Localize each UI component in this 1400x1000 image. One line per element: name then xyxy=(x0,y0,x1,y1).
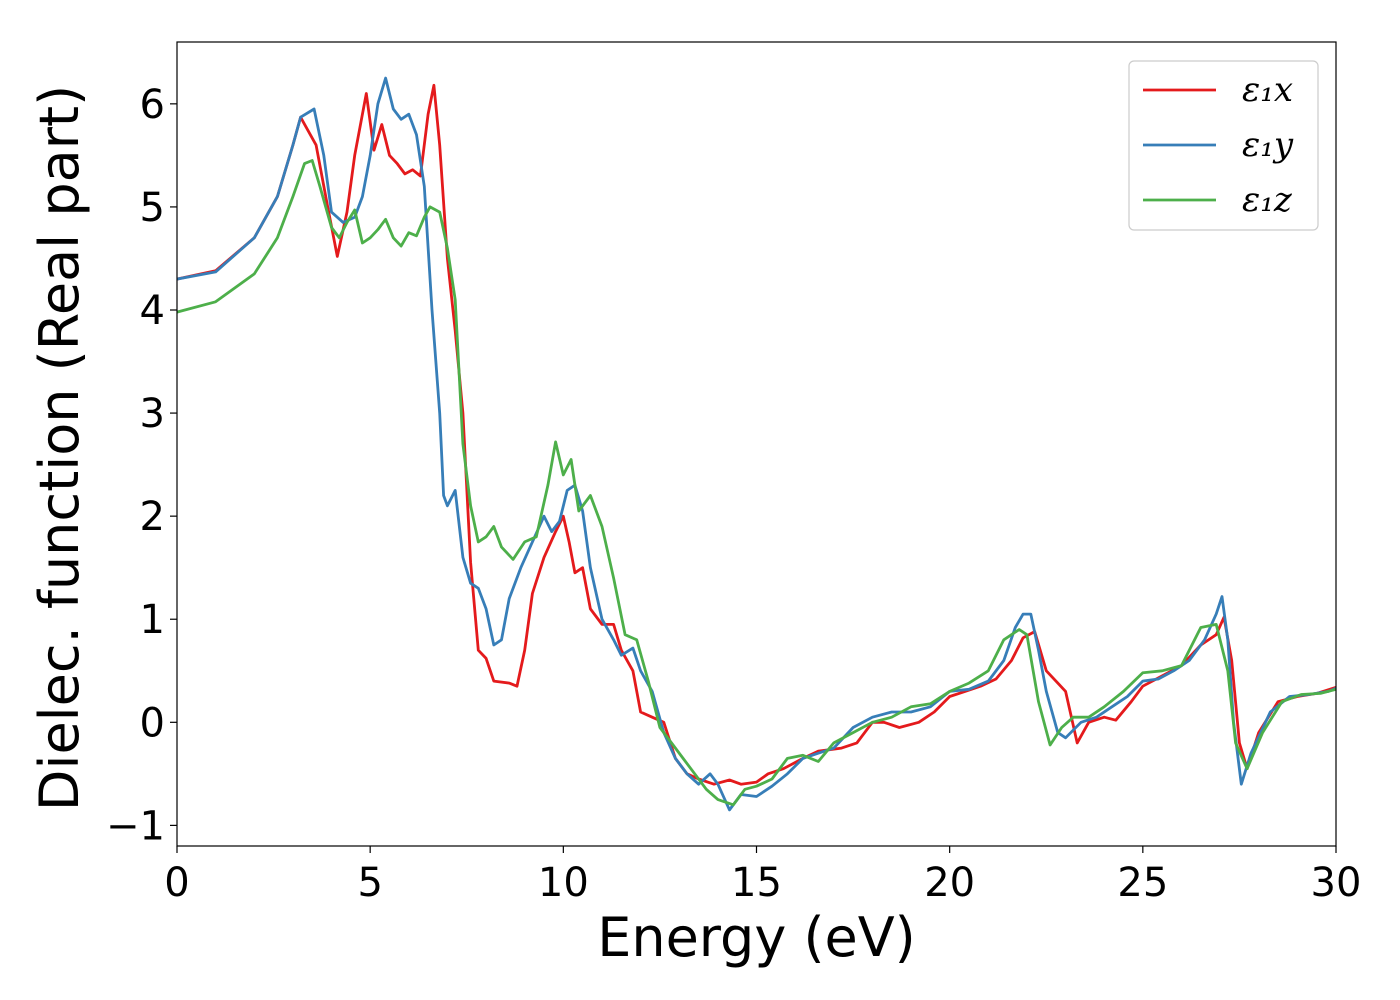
series-line-1 xyxy=(177,76,1336,812)
y-tick-label: 4 xyxy=(140,288,165,334)
y-axis-label: Dielec. function (Real part) xyxy=(28,85,91,811)
legend: ε₁x ε₁y ε₁z xyxy=(1128,60,1319,231)
x-tick-label: 30 xyxy=(1311,860,1362,906)
x-axis-ticks: 0 5 10 15 20 25 30 xyxy=(164,846,1361,906)
x-axis-label: Energy (eV) xyxy=(597,906,916,969)
x-tick-label: 25 xyxy=(1117,860,1168,906)
legend-label-2: ε₁z xyxy=(1242,180,1293,220)
x-tick-label: 5 xyxy=(357,860,382,906)
y-tick-label: 5 xyxy=(140,185,165,231)
y-tick-label: 3 xyxy=(140,391,165,437)
x-tick-label: 0 xyxy=(164,860,189,906)
plot-frame xyxy=(176,41,1337,847)
y-axis-ticks: −1 0 1 2 3 4 5 6 xyxy=(106,82,177,849)
legend-box xyxy=(1128,60,1319,231)
y-tick-label: 1 xyxy=(140,597,165,643)
y-tick-label: 2 xyxy=(140,494,165,540)
y-tick-label: −1 xyxy=(106,803,165,849)
x-tick-label: 20 xyxy=(924,860,975,906)
y-tick-label: 6 xyxy=(140,82,165,128)
legend-label-0: ε₁x xyxy=(1242,70,1293,110)
legend-label-1: ε₁y xyxy=(1242,125,1294,165)
y-tick-label: 0 xyxy=(140,700,165,746)
series-line-2 xyxy=(177,159,1336,807)
x-tick-label: 10 xyxy=(538,860,589,906)
plot-area xyxy=(177,76,1336,812)
x-tick-label: 15 xyxy=(731,860,782,906)
